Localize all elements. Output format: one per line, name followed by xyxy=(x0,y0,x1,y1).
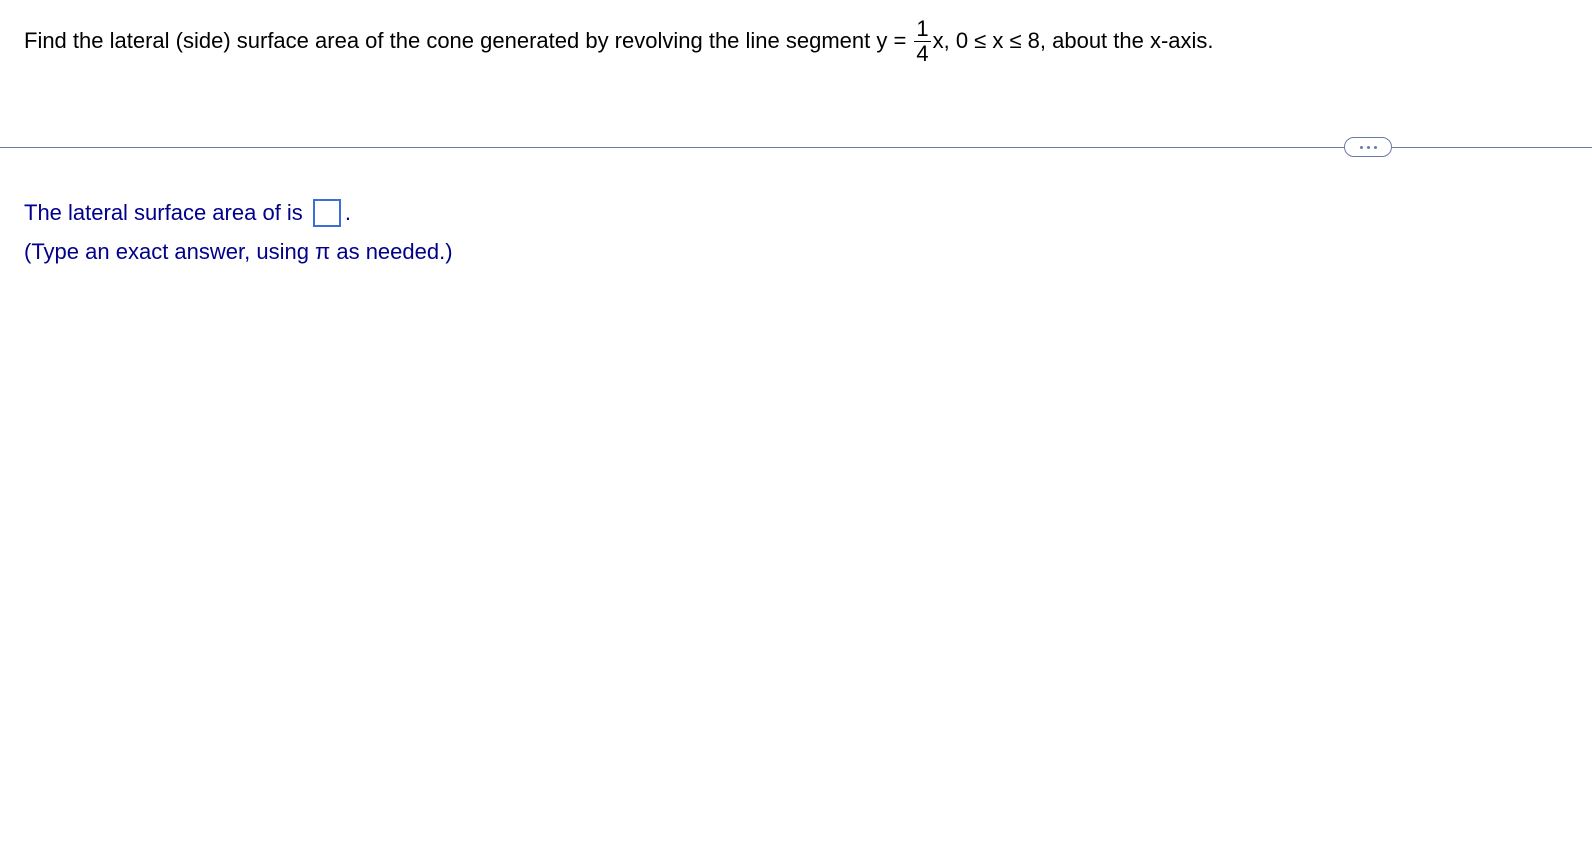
question-post-text: x, 0 ≤ x ≤ 8, about the x-axis. xyxy=(933,26,1214,57)
answer-pre-text: The lateral surface area of is xyxy=(24,200,303,226)
ellipsis-icon xyxy=(1367,146,1370,149)
question-area: Find the lateral (side) surface area of … xyxy=(0,0,1592,95)
answer-area: The lateral surface area of is . (Type a… xyxy=(0,159,1592,265)
answer-hint: (Type an exact answer, using π as needed… xyxy=(24,239,1568,265)
fraction-one-fourth: 1 4 xyxy=(914,18,930,65)
question-pre-text: Find the lateral (side) surface area of … xyxy=(24,26,906,57)
ellipsis-icon xyxy=(1360,146,1363,149)
answer-line-1: The lateral surface area of is . xyxy=(24,199,1568,227)
more-options-button[interactable] xyxy=(1344,137,1392,157)
fraction-denominator: 4 xyxy=(914,41,930,65)
ellipsis-icon xyxy=(1374,146,1377,149)
answer-input[interactable] xyxy=(313,199,341,227)
fraction-numerator: 1 xyxy=(914,18,930,41)
section-divider xyxy=(0,135,1592,159)
answer-post-text: . xyxy=(345,200,351,226)
question-line: Find the lateral (side) surface area of … xyxy=(24,18,1568,65)
